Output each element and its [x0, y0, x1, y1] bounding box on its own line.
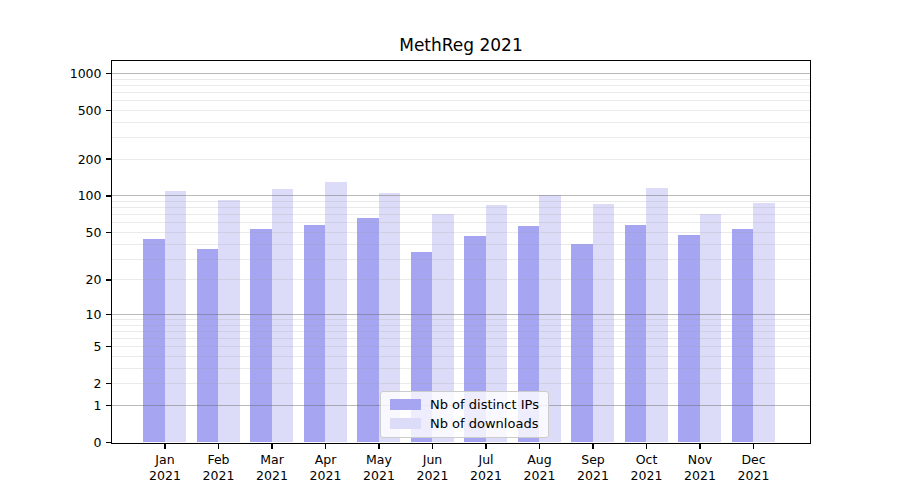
x-tick-label-nov: Nov 2021: [672, 452, 728, 484]
bar-nb-of-downloads-nov: [700, 214, 722, 442]
gridline-10: [112, 314, 810, 315]
y-tick-mark-500: [106, 110, 111, 111]
gridline-800: [112, 85, 810, 86]
x-tick-mark-jun: [432, 444, 433, 449]
gridline-70: [112, 214, 810, 215]
y-tick-label-500: 500: [42, 104, 102, 117]
bar-nb-of-downloads-mar: [272, 189, 294, 442]
gridline-200: [112, 159, 810, 160]
y-tick-label-5: 5: [42, 340, 102, 353]
legend-swatch-downloads: [390, 418, 421, 429]
gridline-8: [112, 325, 810, 326]
x-tick-mark-may: [378, 444, 379, 449]
y-tick-label-1: 1: [42, 399, 102, 412]
gridline-3: [112, 368, 810, 369]
gridline-30: [112, 259, 810, 260]
plot-area: Nb of distinct IPs Nb of downloads: [111, 60, 811, 444]
y-tick-mark-1000: [106, 73, 111, 74]
x-tick-label-apr: Apr 2021: [298, 452, 354, 484]
y-tick-label-10: 10: [42, 308, 102, 321]
gridline-20: [112, 279, 810, 280]
gridline-100: [112, 195, 810, 196]
y-tick-mark-200: [106, 158, 111, 159]
x-tick-mark-sep: [592, 444, 593, 449]
legend-item-downloads: Nb of downloads: [390, 416, 539, 431]
y-tick-mark-10: [106, 314, 111, 315]
y-tick-label-2: 2: [42, 377, 102, 390]
x-tick-label-may: May 2021: [351, 452, 407, 484]
bar-nb-of-distinct-ips-jan: [143, 239, 165, 442]
x-tick-mark-jan: [164, 444, 165, 449]
y-tick-label-100: 100: [42, 189, 102, 202]
x-tick-label-sep: Sep 2021: [565, 452, 621, 484]
y-tick-label-1000: 1000: [42, 67, 102, 80]
gridline-80: [112, 207, 810, 208]
chart-title: MethReg 2021: [111, 36, 811, 54]
x-tick-label-feb: Feb 2021: [191, 452, 247, 484]
bar-nb-of-distinct-ips-dec: [732, 229, 754, 442]
x-tick-label-mar: Mar 2021: [244, 452, 300, 484]
x-tick-mark-jul: [485, 444, 486, 449]
bar-nb-of-distinct-ips-mar: [250, 229, 272, 442]
gridline-700: [112, 92, 810, 93]
y-tick-label-0: 0: [42, 436, 102, 449]
x-tick-label-oct: Oct 2021: [619, 452, 675, 484]
legend-label-downloads: Nb of downloads: [430, 416, 538, 431]
bar-nb-of-downloads-apr: [325, 182, 347, 442]
gridline-7: [112, 331, 810, 332]
y-tick-mark-0: [106, 442, 111, 443]
x-tick-mark-feb: [218, 444, 219, 449]
x-tick-label-aug: Aug 2021: [512, 452, 568, 484]
legend: Nb of distinct IPs Nb of downloads: [380, 391, 549, 438]
x-tick-mark-dec: [753, 444, 754, 449]
gridline-9: [112, 319, 810, 320]
x-tick-label-jan: Jan 2021: [137, 452, 193, 484]
y-tick-mark-20: [106, 279, 111, 280]
y-tick-mark-100: [106, 195, 111, 196]
x-tick-label-jun: Jun 2021: [405, 452, 461, 484]
y-tick-mark-50: [106, 232, 111, 233]
y-tick-mark-2: [106, 383, 111, 384]
x-tick-mark-mar: [271, 444, 272, 449]
gridline-4: [112, 356, 810, 357]
gridline-60: [112, 222, 810, 223]
x-tick-mark-nov: [699, 444, 700, 449]
y-tick-label-200: 200: [42, 153, 102, 166]
gridline-400: [112, 122, 810, 123]
gridline-5: [112, 346, 810, 347]
gridline-2: [112, 383, 810, 384]
gridline-50: [112, 232, 810, 233]
legend-label-distinct-ips: Nb of distinct IPs: [430, 397, 539, 412]
y-tick-label-20: 20: [42, 273, 102, 286]
x-tick-mark-apr: [325, 444, 326, 449]
gridline-300: [112, 137, 810, 138]
gridline-6: [112, 338, 810, 339]
legend-item-distinct-ips: Nb of distinct IPs: [390, 397, 539, 412]
x-tick-mark-oct: [646, 444, 647, 449]
x-tick-label-jul: Jul 2021: [458, 452, 514, 484]
y-tick-label-50: 50: [42, 226, 102, 239]
gridline-500: [112, 110, 810, 111]
gridline-900: [112, 79, 810, 80]
x-tick-mark-aug: [539, 444, 540, 449]
gridline-1000: [112, 73, 810, 74]
bar-nb-of-distinct-ips-sep: [571, 244, 593, 442]
bar-nb-of-downloads-sep: [593, 204, 615, 442]
legend-swatch-distinct-ips: [390, 399, 421, 410]
gridline-40: [112, 244, 810, 245]
bar-nb-of-downloads-dec: [753, 203, 775, 442]
gridline-600: [112, 100, 810, 101]
x-tick-label-dec: Dec 2021: [726, 452, 782, 484]
y-tick-mark-1: [106, 405, 111, 406]
gridline-90: [112, 201, 810, 202]
y-tick-mark-5: [106, 346, 111, 347]
